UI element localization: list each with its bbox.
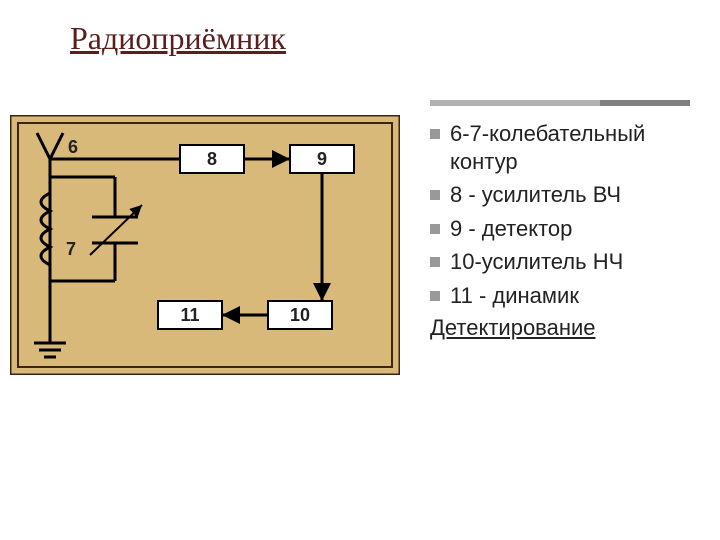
list-item: 8 - усилитель ВЧ [430, 181, 710, 209]
list-item: 6-7-колебательный контур [430, 120, 710, 175]
accent-bar [430, 100, 690, 106]
detection-link[interactable]: Детектирование [430, 315, 710, 341]
list-item: 11 - динамик [430, 282, 710, 310]
square-bullet-icon [430, 257, 440, 267]
list-item-label: 9 - детектор [450, 215, 572, 243]
svg-text:7: 7 [66, 239, 76, 259]
square-bullet-icon [430, 291, 440, 301]
svg-text:10: 10 [290, 305, 310, 325]
svg-text:6: 6 [68, 137, 78, 157]
svg-text:9: 9 [317, 149, 327, 169]
list-item-label: 8 - усилитель ВЧ [450, 181, 621, 209]
square-bullet-icon [430, 190, 440, 200]
list-item-label: 10-усилитель НЧ [450, 248, 623, 276]
square-bullet-icon [430, 224, 440, 234]
svg-text:11: 11 [180, 305, 199, 325]
legend-list: 6-7-колебательный контур 8 - усилитель В… [430, 120, 710, 341]
page-title: Радиоприёмник [70, 20, 286, 57]
list-item-label: 6-7-колебательный контур [450, 120, 710, 175]
svg-text:8: 8 [207, 149, 217, 169]
list-item: 10-усилитель НЧ [430, 248, 710, 276]
square-bullet-icon [430, 129, 440, 139]
radio-diagram: 6 7 8 9 10 11 [10, 115, 400, 375]
list-item-label: 11 - динамик [450, 282, 579, 310]
list-item: 9 - детектор [430, 215, 710, 243]
